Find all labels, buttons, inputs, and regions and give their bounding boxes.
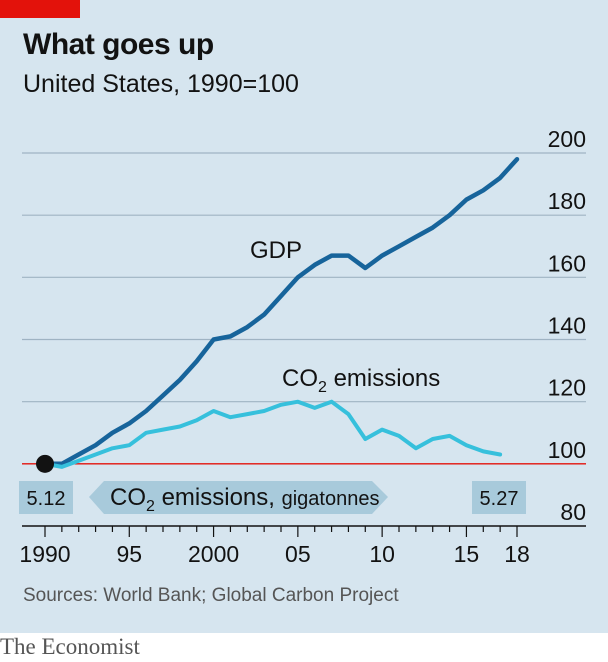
chart-background [0,0,608,633]
x-tick-label-1990: 1990 [19,541,70,567]
brand-red-tab [0,0,80,18]
y-tick-label-120: 120 [548,375,586,401]
chart-subtitle: United States, 1990=100 [23,70,299,98]
series-line-gdp [42,156,520,467]
y-tick-label-80: 80 [560,499,586,525]
co2-gigatonnes-arrow-box: CO2 emissions, gigatonnes [89,481,388,515]
value-box-right-text: 5.27 [480,488,519,510]
x-tick-label-18: 18 [504,541,530,567]
co2-gigatonnes-box-right: 5.27 [472,481,526,514]
chart-title: What goes up [23,28,214,61]
value-box-right [472,481,526,514]
y-axis-tick-labels: 80 100 120 140 160 180 200 [548,126,586,525]
co2-series-label: CO2 emissions [282,365,440,396]
x-tick-label-05: 05 [285,541,311,567]
economist-logo-text: The Economist [0,634,140,659]
series-line-co2 [43,399,503,469]
y-tick-label-160: 160 [548,250,586,276]
y-tick-label-100: 100 [548,437,586,463]
grid-lines [22,152,586,403]
y-tick-label-180: 180 [548,188,586,214]
start-point-marker [36,454,54,473]
value-box-left [19,481,73,514]
x-tick-label-95: 95 [116,541,142,567]
y-tick-label-200: 200 [548,126,586,152]
x-tick-label-15: 15 [454,541,480,567]
co2-gigatonnes-box-left: 5.12 [19,481,73,514]
value-box-left-text: 5.12 [27,488,66,510]
x-tick-label-2000: 2000 [188,541,239,567]
gdp-series-label: GDP [250,237,302,264]
x-tick-label-10: 10 [369,541,395,567]
arrow-box-text: CO2 emissions, gigatonnes [110,484,379,515]
source-note: Sources: World Bank; Global Carbon Proje… [23,585,399,606]
y-tick-label-140: 140 [548,313,586,339]
arrow-box [89,481,388,514]
x-axis-ticks: 1990 95 2000 05 10 15 18 [19,526,530,567]
